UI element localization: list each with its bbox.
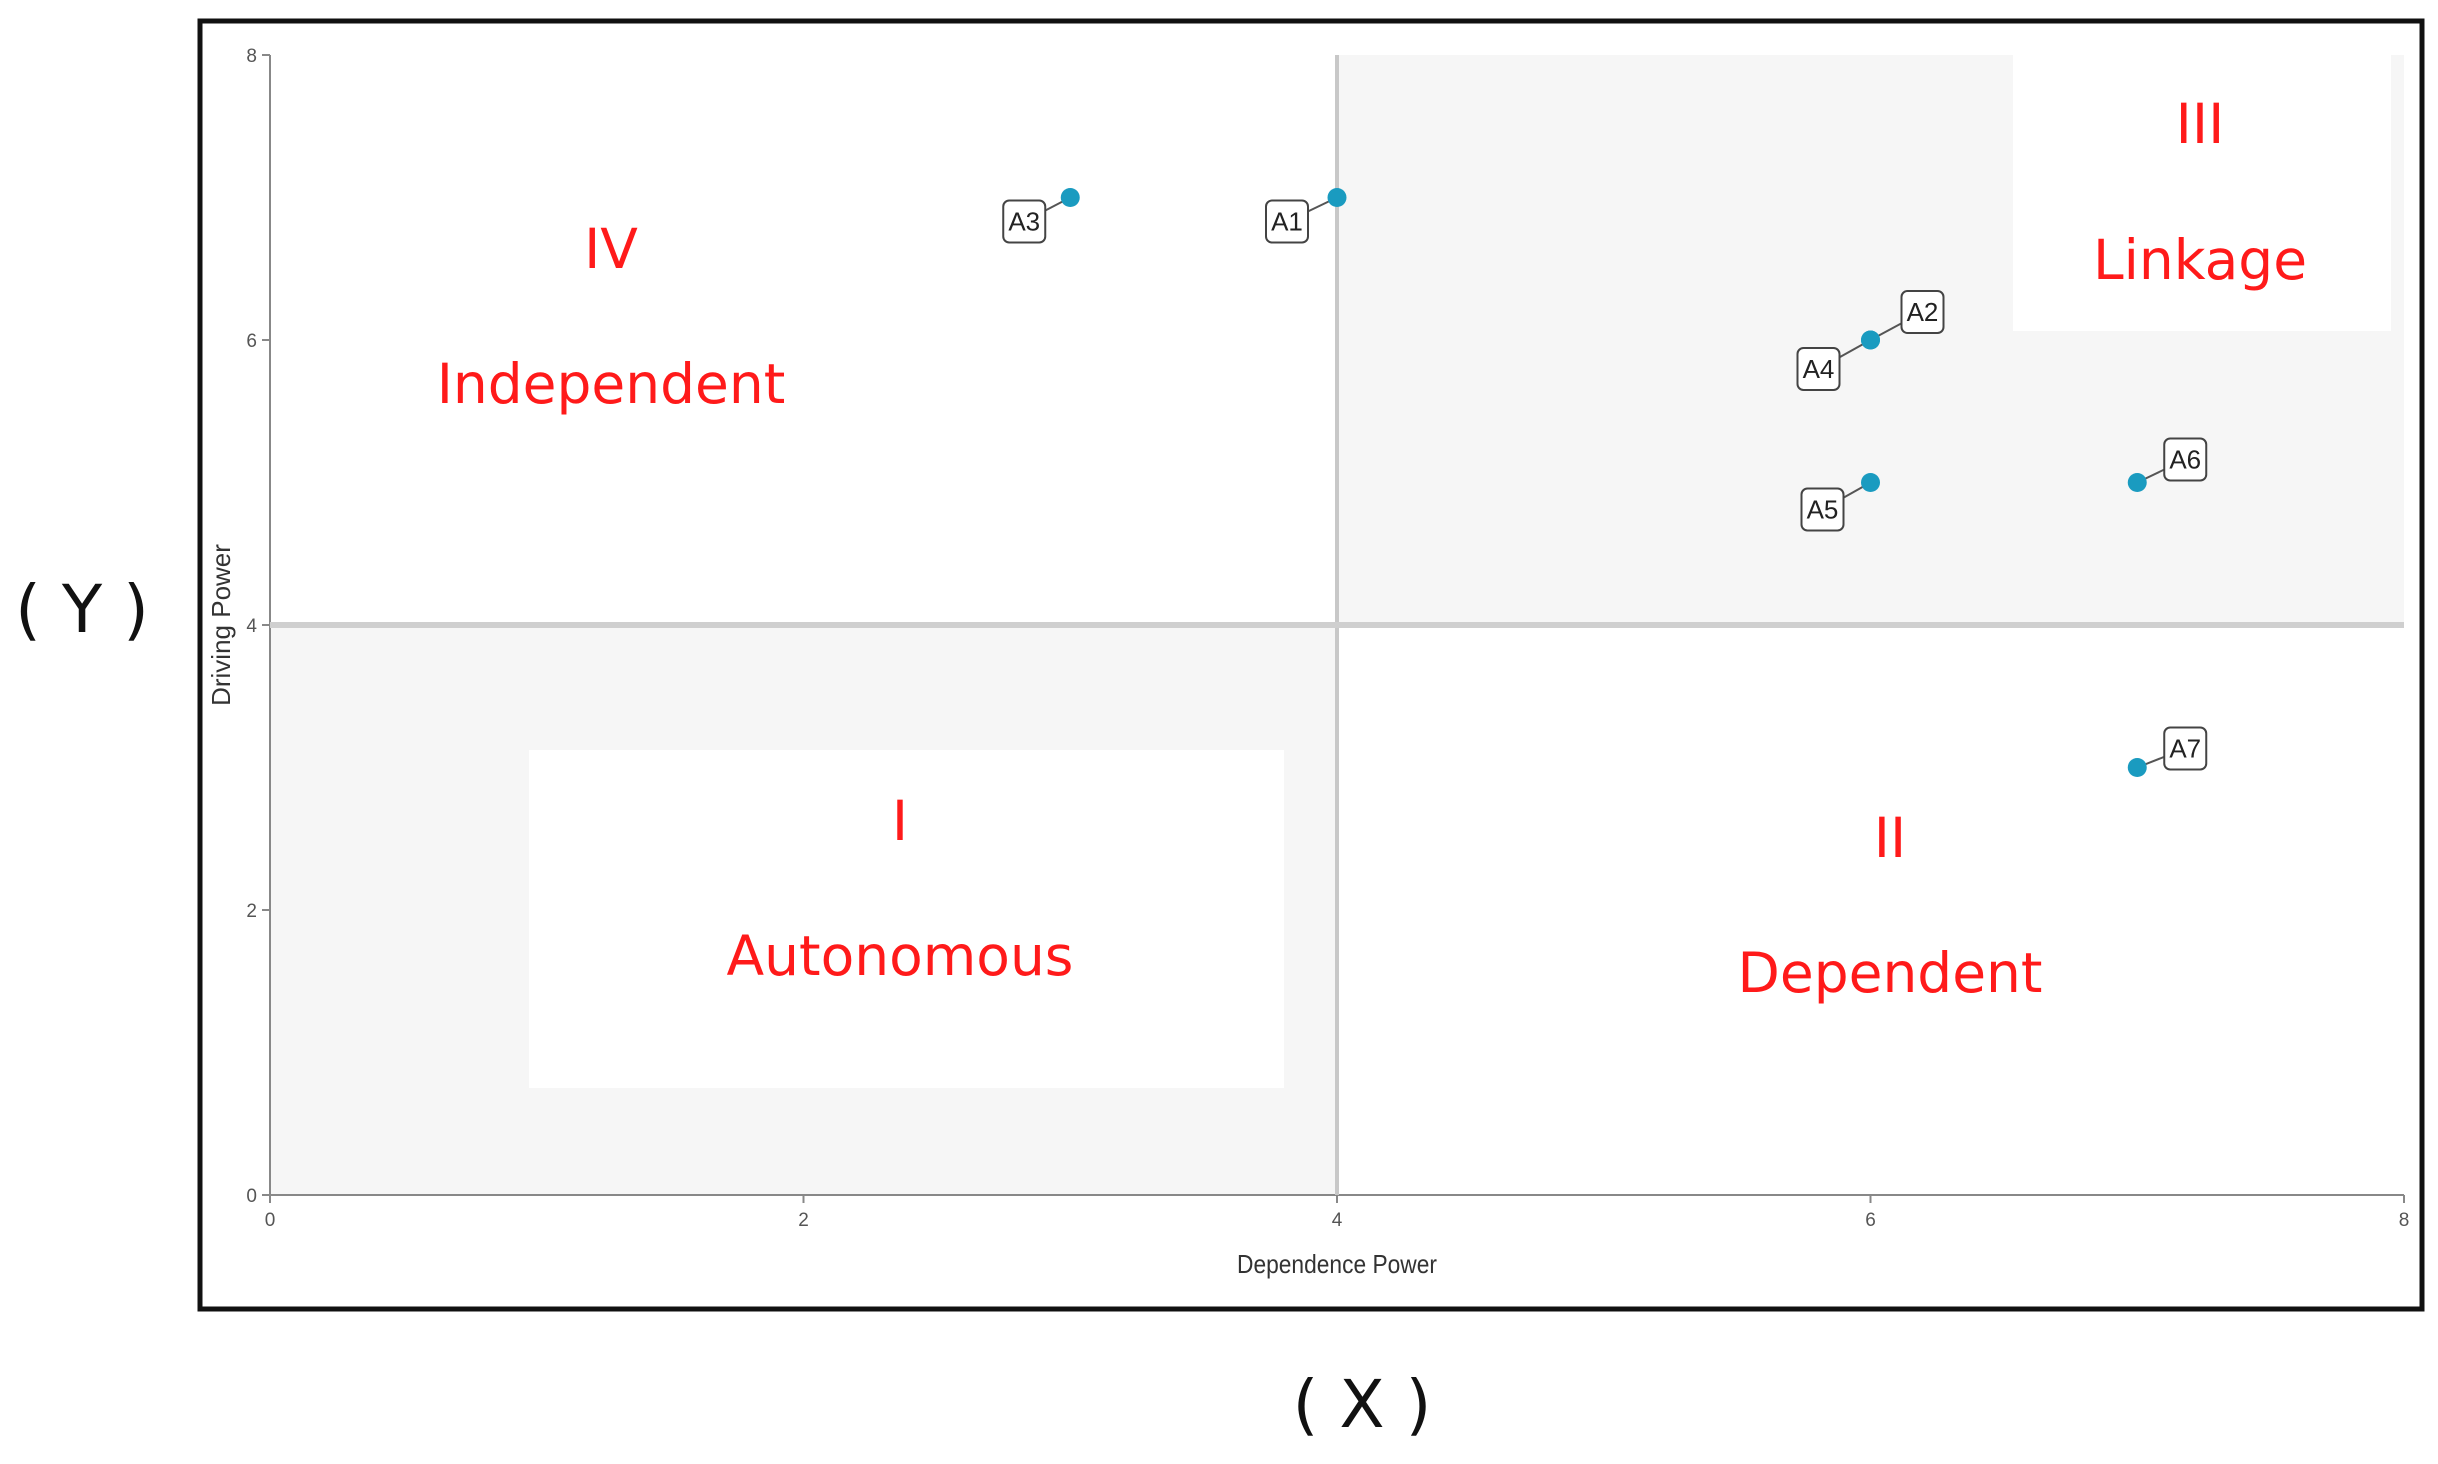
point-a5: A5	[1800, 473, 1880, 532]
quadrant-name: Dependent	[1738, 941, 2043, 1005]
x-tick-label: 2	[798, 1210, 809, 1231]
quadrant-numeral: IV	[584, 217, 638, 281]
quadrant-iii-label: III Linkage	[2093, 92, 2307, 292]
point-label: A5	[1807, 495, 1839, 525]
quadrant-i-label: I Autonomous	[727, 789, 1074, 988]
outer-y-label: ( Y )	[15, 571, 149, 648]
data-point-marker	[1327, 188, 1347, 207]
y-axis-title: Driving Power	[206, 544, 236, 706]
point-a3: A3	[1002, 188, 1080, 244]
y-tick-label: 0	[246, 1186, 257, 1207]
y-tick-label: 6	[246, 331, 257, 352]
data-point-marker	[1861, 473, 1880, 492]
quadrant-name: Linkage	[2093, 228, 2307, 292]
point-label-box	[1800, 487, 1845, 532]
label-box-linkage	[2013, 55, 2391, 331]
quadrant-numeral: III	[2176, 92, 2225, 156]
point-label-box	[1002, 199, 1047, 244]
x-tick-label: 8	[2399, 1210, 2410, 1231]
point-a1: A1	[1265, 188, 1347, 244]
point-label: A7	[2169, 734, 2201, 764]
data-point-marker	[2127, 473, 2147, 492]
x-tick-label: 0	[265, 1210, 276, 1231]
data-points: A1 A2 A3 A4 A5 A6 A7	[1002, 188, 2208, 777]
data-point-marker	[1060, 188, 1080, 207]
point-a7: A7	[2127, 726, 2208, 777]
quadrant-name: Autonomous	[727, 924, 1074, 988]
data-point-marker	[1861, 330, 1880, 350]
quadrant-iv-label: IV Independent	[437, 217, 786, 416]
quadrant-numeral: II	[1874, 806, 1906, 870]
data-point-marker	[2127, 758, 2147, 777]
x-tick-label: 4	[1332, 1210, 1343, 1231]
point-a4: A4	[1796, 330, 1880, 391]
y-tick-label: 8	[246, 46, 257, 67]
point-label: A2	[1907, 297, 1939, 327]
label-box-autonomous	[529, 750, 1284, 1088]
point-label: A4	[1803, 354, 1835, 384]
point-label: A6	[2169, 445, 2201, 475]
point-a6: A6	[2127, 437, 2208, 492]
x-tick-label: 6	[1865, 1210, 1876, 1231]
x-axis-title: Dependence Power	[1237, 1249, 1437, 1279]
point-label: A3	[1008, 207, 1040, 237]
y-tick-label: 4	[246, 616, 257, 637]
point-label-box	[2163, 437, 2208, 482]
point-label-box	[1265, 199, 1309, 244]
y-tick-label: 2	[246, 901, 257, 922]
quadrant-backgrounds	[270, 55, 2404, 1195]
point-label-box	[1796, 347, 1841, 391]
point-label: A1	[1271, 207, 1303, 237]
quadrant-numeral: I	[892, 789, 908, 853]
quadrant-ii-label: II Dependent	[1738, 806, 2043, 1005]
point-label-box	[1900, 290, 1945, 334]
quadrant-name: Independent	[437, 352, 786, 416]
outer-x-label: ( X )	[1293, 1366, 1432, 1443]
point-label-box	[2163, 726, 2208, 771]
